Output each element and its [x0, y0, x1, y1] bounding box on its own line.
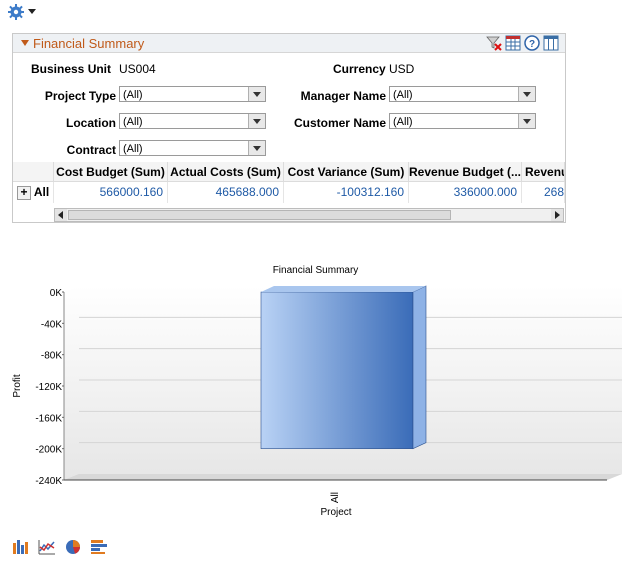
- manager-name-label: Manager Name: [300, 89, 386, 103]
- contract-select[interactable]: (All): [119, 140, 266, 156]
- gear-icon[interactable]: [8, 4, 24, 20]
- grid-cell[interactable]: 465688.000: [168, 182, 284, 203]
- y-tick-label: 0K: [50, 288, 63, 299]
- financial-summary-panel: Financial Summary ?: [12, 33, 566, 223]
- location-label: Location: [66, 116, 116, 130]
- horizontal-scrollbar[interactable]: [54, 208, 564, 222]
- scroll-left-icon[interactable]: [55, 209, 67, 221]
- column-header[interactable]: Actual Costs (Sum): [168, 162, 284, 182]
- y-axis-title: Profit: [12, 374, 23, 398]
- pivot-grid: Cost Budget (Sum) Actual Costs (Sum) Cos…: [13, 162, 565, 204]
- column-header[interactable]: Cost Variance (Sum): [284, 162, 409, 182]
- location-select[interactable]: (All): [119, 113, 266, 129]
- project-type-value: (All): [123, 89, 143, 101]
- columns-icon[interactable]: [543, 35, 559, 51]
- y-tick-label: -160K: [35, 413, 62, 424]
- y-tick-label: -40K: [41, 319, 62, 330]
- scroll-right-button[interactable]: [551, 209, 563, 221]
- customer-name-value: (All): [393, 116, 413, 128]
- y-tick-label: -120K: [35, 382, 62, 393]
- grid-cell[interactable]: 268: [522, 182, 565, 203]
- chart-type-toolbar: [12, 539, 108, 555]
- scroll-right-icon[interactable]: [551, 209, 563, 221]
- contract-label: Contract: [66, 143, 116, 157]
- y-tick-label: -240K: [35, 476, 62, 487]
- project-type-select[interactable]: (All): [119, 86, 266, 102]
- manager-name-select[interactable]: (All): [389, 86, 536, 102]
- row-header[interactable]: + All: [13, 182, 54, 203]
- horizontal-bar-chart-icon[interactable]: [90, 539, 108, 555]
- x-tick-label: All: [330, 492, 341, 503]
- currency-label: Currency: [333, 62, 386, 76]
- project-type-label: Project Type: [44, 89, 116, 103]
- grid-corner: [13, 162, 54, 182]
- chart: 0K -40K -80K -120K -160K -200K -240K Profit Al…: [12, 285, 622, 518]
- x-axis-title: Project: [320, 507, 351, 518]
- scrollbar-thumb[interactable]: [68, 210, 451, 220]
- dropdown-arrow-icon[interactable]: [248, 87, 265, 101]
- actions-menu[interactable]: [8, 3, 44, 21]
- grid-cell[interactable]: 566000.160: [54, 182, 168, 203]
- y-tick-label: -200K: [35, 445, 62, 456]
- dropdown-arrow-icon[interactable]: [518, 87, 535, 101]
- grid-cell[interactable]: 336000.000: [409, 182, 522, 203]
- pie-chart-icon[interactable]: [64, 539, 82, 555]
- collapse-icon[interactable]: [21, 40, 29, 46]
- panel-header: Financial Summary ?: [13, 34, 565, 53]
- grid-options-icon[interactable]: [505, 35, 521, 51]
- scroll-left-button[interactable]: [55, 209, 67, 221]
- y-tick-label: -80K: [41, 351, 62, 362]
- clear-filter-icon[interactable]: [486, 35, 502, 51]
- expand-icon[interactable]: +: [17, 185, 31, 200]
- panel-toolbar: ?: [486, 35, 559, 51]
- currency-value: USD: [389, 62, 415, 76]
- help-icon[interactable]: ?: [524, 35, 540, 51]
- contract-value: (All): [123, 143, 143, 155]
- bar-side: [412, 285, 427, 450]
- business-unit-label: Business Unit: [31, 62, 112, 76]
- row-label: All: [33, 185, 50, 199]
- line-chart-icon[interactable]: [38, 539, 56, 555]
- dropdown-arrow-icon[interactable]: [248, 141, 265, 155]
- customer-name-select[interactable]: (All): [389, 113, 536, 129]
- manager-name-value: (All): [393, 89, 413, 101]
- bar-top: [261, 286, 426, 292]
- chart-title: Financial Summary: [272, 265, 359, 276]
- chevron-down-icon[interactable]: [28, 9, 36, 15]
- column-header[interactable]: Revenue Budget (...: [409, 162, 522, 182]
- bar[interactable]: [260, 291, 414, 449]
- svg-text:?: ?: [529, 39, 535, 50]
- column-header[interactable]: Revenu: [522, 162, 565, 182]
- dropdown-arrow-icon[interactable]: [518, 114, 535, 128]
- location-value: (All): [123, 116, 143, 128]
- business-unit-value: US004: [119, 62, 156, 76]
- customer-name-label: Customer Name: [293, 116, 386, 130]
- panel-title[interactable]: Financial Summary: [33, 36, 145, 51]
- grid-cell[interactable]: -100312.160: [284, 182, 409, 203]
- column-header[interactable]: Cost Budget (Sum): [54, 162, 168, 182]
- plot-floor: [64, 474, 622, 480]
- bar-chart-icon[interactable]: [12, 539, 30, 555]
- dropdown-arrow-icon[interactable]: [248, 114, 265, 128]
